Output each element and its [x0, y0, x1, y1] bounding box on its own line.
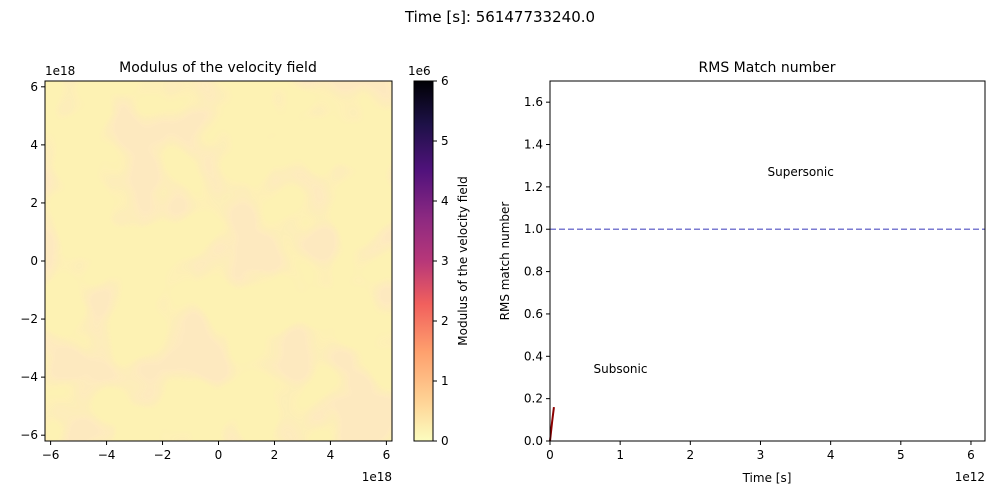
- rms-mach-series: [549, 406, 555, 442]
- line-y-tick-label: 1.6: [524, 95, 543, 109]
- heatmap-texture: [45, 81, 392, 441]
- line-annotations: Supersonic Subsonic: [594, 165, 834, 376]
- colorbar-offset-label: 1e6: [408, 64, 431, 78]
- line-plot-frame: [549, 80, 986, 442]
- heatmap-x-tick-label: 6: [383, 448, 391, 462]
- heatmap-x-tick-label: −4: [98, 448, 116, 462]
- colorbar: 0 1 2 3 4 5 6 1e6 Modulus of the velocity fiel…: [408, 64, 470, 448]
- heatmap-x-tick-label: −2: [154, 448, 172, 462]
- rms-mach-line: [549, 406, 555, 442]
- heatmap-x-tick-label: −6: [42, 448, 60, 462]
- line-y-tick-label: 1.0: [524, 222, 543, 236]
- heatmap-y-tick-label: −4: [20, 370, 38, 384]
- rms-mach-panel: RMS Match number Supersonic Subsonic 0 1 2 3…: [498, 60, 986, 485]
- heatmap-y-tick-label: 0: [30, 254, 38, 268]
- line-x-tick-label: 6: [967, 448, 975, 462]
- line-y-label: RMS match number: [498, 202, 512, 321]
- line-x-tick-label: 5: [897, 448, 905, 462]
- annotation-label: Subsonic: [594, 362, 648, 376]
- line-y-tick-label: 0.4: [524, 349, 543, 363]
- line-y-tick-label: 1.2: [524, 180, 543, 194]
- colorbar-axis: 0 1 2 3 4 5 6: [433, 74, 449, 448]
- heatmap-y-tick-label: −6: [20, 428, 38, 442]
- colorbar-gradient: [414, 81, 433, 441]
- figure-title: Time [s]: 56147733240.0: [404, 8, 595, 26]
- heatmap-y-tick-label: 2: [30, 196, 38, 210]
- line-y-tick-label: 0.8: [524, 265, 543, 279]
- colorbar-tick-label: 2: [441, 314, 449, 328]
- line-chart-title: RMS Match number: [699, 60, 836, 76]
- heatmap-x-tick-label: 2: [271, 448, 279, 462]
- line-y-tick-label: 0.2: [524, 392, 543, 406]
- line-x-tick-label: 3: [757, 448, 765, 462]
- colorbar-tick-label: 3: [441, 254, 449, 268]
- line-x-offset-label: 1e12: [955, 470, 985, 484]
- colorbar-tick-label: 6: [441, 74, 449, 88]
- colorbar-label: Modulus of the velocity field: [456, 176, 470, 345]
- heatmap-y-tick-label: 6: [30, 80, 38, 94]
- colorbar-tick-label: 0: [441, 434, 449, 448]
- heatmap-x-tick-label: 4: [327, 448, 335, 462]
- line-x-tick-label: 1: [616, 448, 624, 462]
- line-y-tick-label: 0.0: [524, 434, 543, 448]
- line-y-axis: 0.0 0.2 0.4 0.6 0.8 1.0 1.2 1.4 1.6: [524, 95, 550, 448]
- line-y-tick-label: 1.4: [524, 138, 543, 152]
- heatmap-y-axis: −6 −4 −2 0 2 4 6: [20, 80, 45, 442]
- line-plot-area: [550, 81, 985, 441]
- heatmap-x-offset-label: 1e18: [362, 470, 392, 484]
- line-x-tick-label: 2: [687, 448, 695, 462]
- colorbar-tick-label: 4: [441, 194, 449, 208]
- heatmap-y-tick-label: 4: [30, 138, 38, 152]
- line-x-axis: 0 1 2 3 4 5 6: [546, 441, 975, 462]
- annotation-label: Supersonic: [768, 165, 834, 179]
- line-x-label: Time [s]: [742, 471, 792, 485]
- velocity-heatmap-panel: Modulus of the velocity field −6 −4 −2 0 2 4 6…: [20, 60, 393, 484]
- heatmap-x-axis: −6 −4 −2 0 2 4 6: [42, 441, 390, 462]
- heatmap-title: Modulus of the velocity field: [119, 60, 317, 76]
- line-y-tick-label: 0.6: [524, 307, 543, 321]
- heatmap-x-tick-label: 0: [215, 448, 223, 462]
- line-x-tick-label: 0: [546, 448, 554, 462]
- line-x-tick-label: 4: [827, 448, 835, 462]
- heatmap-y-tick-label: −2: [20, 312, 38, 326]
- colorbar-tick-label: 5: [441, 134, 449, 148]
- colorbar-tick-label: 1: [441, 374, 449, 388]
- heatmap-y-offset-label: 1e18: [45, 64, 75, 78]
